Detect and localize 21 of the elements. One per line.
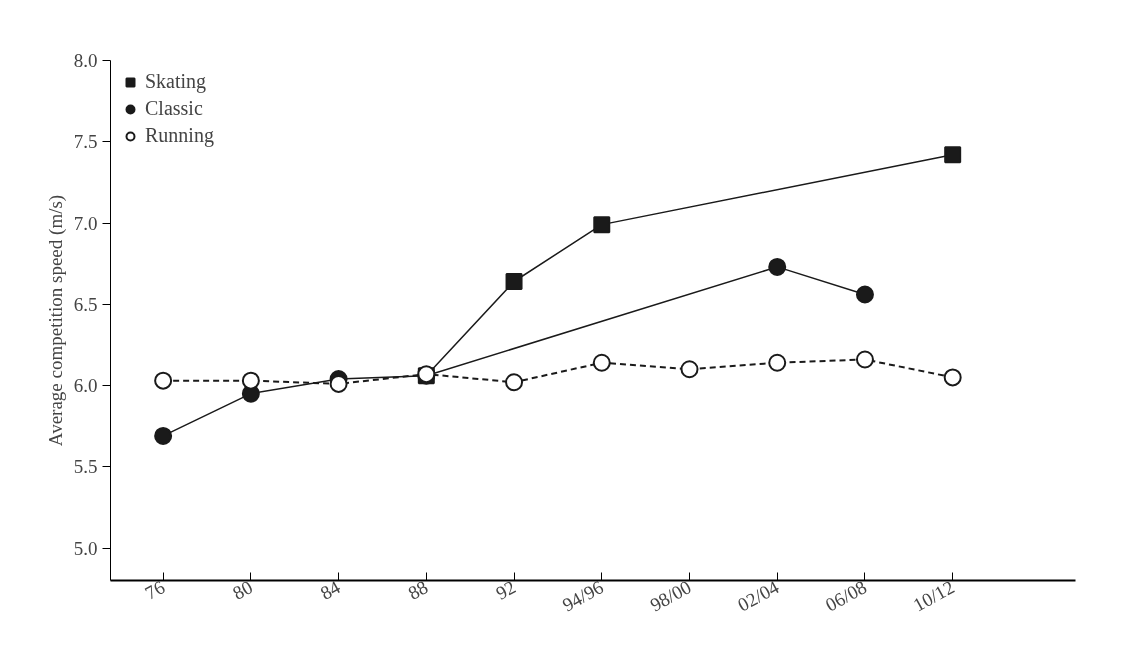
y-tick-label: 6.5 [73,293,98,315]
x-tick-label: 88 [404,576,432,604]
y-tick-label: 5.5 [73,456,98,478]
legend-label: Running [145,124,214,147]
y-axis-title: Average competition speed (m/s) [44,194,67,447]
x-tick-label: 94/96 [558,576,607,616]
x-tick-label: 02/04 [734,576,783,616]
legend-label: Skating [145,70,207,93]
x-tick-label: 80 [229,576,256,604]
x-tick-label: 98/00 [646,576,695,616]
x-tick-label: 92 [492,576,520,604]
x-tick-label: 06/08 [821,576,870,616]
y-tick-label: 7.5 [73,131,98,153]
legend-label: Classic [145,97,203,120]
x-tick-label: 10/12 [909,576,958,616]
y-tick-label: 5.0 [73,537,98,559]
y-tick-label: 6.0 [73,375,98,396]
x-tick-label: 76 [141,576,169,604]
y-tick-label: 8.0 [73,50,98,71]
x-tick-label: 84 [316,576,345,604]
y-tick-label: 7.0 [73,212,98,234]
